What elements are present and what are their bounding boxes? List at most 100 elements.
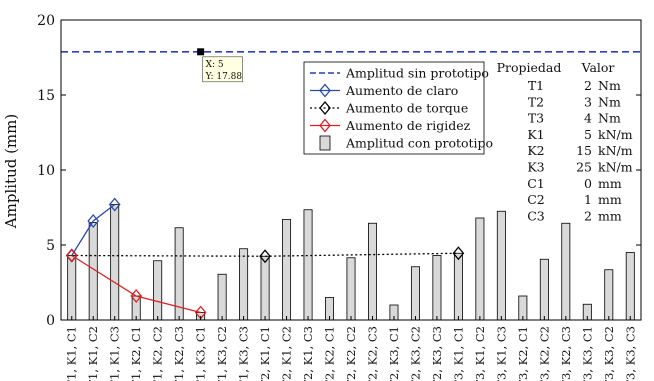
bar	[367, 222, 377, 321]
table-unit: mm	[598, 192, 622, 207]
bar	[260, 255, 270, 321]
table-property: C1	[527, 176, 545, 191]
x-tick-label: T1, K1, C3	[108, 326, 122, 381]
y-tick-label: 5	[46, 238, 55, 254]
table-property: T1	[528, 78, 544, 93]
x-tick-label: T3, K2, C3	[559, 326, 573, 381]
legend-swatch	[319, 135, 331, 151]
table-unit: mm	[598, 176, 622, 191]
table-unit: kN/m	[598, 143, 633, 158]
x-tick-label: T1, K3, C2	[215, 326, 229, 381]
x-tick-label: T3, K2, C2	[537, 326, 551, 381]
y-tick-label: 15	[37, 88, 55, 104]
bar	[282, 219, 292, 321]
x-tick-label: T3, K3, C2	[602, 326, 616, 381]
x-tick-label: T2, K1, C3	[301, 326, 315, 381]
legend-label: Aumento de torque	[345, 101, 468, 116]
x-tick-label: T1, K1, C2	[86, 326, 100, 381]
x-tick-label: T3, K3, C1	[580, 326, 594, 381]
table-header: Propiedad	[497, 60, 562, 75]
point-marker	[130, 288, 143, 304]
y-tick-label: 10	[37, 163, 55, 179]
point-marker	[108, 197, 121, 212]
x-tick-label: T3, K1, C2	[473, 326, 487, 381]
x-tick-label: T2, K2, C2	[344, 326, 358, 381]
y-tick-label: 0	[46, 313, 55, 329]
table-property: C2	[527, 192, 545, 207]
bar	[539, 258, 549, 321]
x-tick-label: T1, K2, C2	[151, 326, 165, 381]
bar	[67, 255, 77, 321]
x-tick-label: T1, K2, C3	[172, 326, 186, 381]
table-property: K2	[527, 143, 544, 158]
bar	[496, 210, 506, 321]
table-unit: mm	[598, 208, 622, 223]
bar	[346, 257, 356, 321]
point-marker	[259, 249, 271, 264]
table-value: 0	[584, 176, 592, 191]
point-marker	[452, 246, 465, 261]
datatip-y: Y: 17.88	[205, 72, 243, 82]
table-property: T3	[528, 111, 544, 126]
table-property: C3	[527, 208, 545, 223]
table-value: 3	[584, 94, 592, 109]
x-tick-label: T3, K1, C1	[451, 326, 465, 381]
legend-label: Amplitud sin prototipo	[345, 66, 489, 81]
bar	[604, 269, 614, 321]
series-line-0	[71, 203, 116, 256]
table-value: 15	[576, 143, 592, 158]
bar	[432, 255, 442, 321]
table-unit: Nm	[598, 111, 621, 126]
bar	[475, 217, 485, 321]
point-marker	[65, 248, 78, 263]
datatip: X: 5 Y: 17.88	[197, 48, 243, 83]
x-tick-label: T3, K2, C1	[516, 326, 530, 381]
legend-label: Amplitud con prototipo	[345, 136, 493, 151]
table-unit: kN/m	[598, 160, 633, 175]
y-tick-label: 20	[37, 13, 55, 29]
point-marker	[319, 83, 331, 98]
bar-group	[67, 204, 635, 321]
x-tick-label: T2, K3, C1	[387, 326, 401, 381]
table-unit: Nm	[598, 94, 621, 109]
bar	[110, 204, 120, 321]
x-tick-label: T3, K3, C3	[623, 326, 637, 381]
point-marker	[87, 213, 100, 229]
y-axis-label: Amplitud (mm)	[2, 114, 20, 229]
x-tick-label: T1, K2, C1	[129, 326, 143, 381]
legend: Amplitud sin prototipo Aumento de claro Au…	[303, 61, 493, 155]
x-tick-label: T2, K2, C1	[323, 326, 337, 381]
table-unit: kN/m	[598, 127, 633, 142]
point-marker	[319, 100, 331, 116]
x-tick-label: T1, K1, C1	[65, 326, 79, 381]
property-table: Propiedad Valor T1 2 Nm T2 3 Nm T3 4 Nm K1 5 kN/m K2 15…	[497, 60, 633, 223]
bar	[239, 248, 249, 321]
table-unit: Nm	[598, 78, 621, 93]
x-tick-label: T2, K1, C2	[280, 326, 294, 381]
table-property: K1	[527, 127, 544, 142]
table-value: 2	[584, 78, 592, 93]
point-marker	[197, 48, 205, 56]
table-property: T2	[528, 94, 544, 109]
bar	[303, 209, 313, 321]
x-tick-label: T2, K3, C2	[408, 326, 422, 381]
x-tick-label: T1, K3, C1	[194, 326, 208, 381]
bar	[410, 266, 420, 321]
datatip-box	[202, 56, 243, 83]
table-value: 5	[584, 127, 592, 142]
x-tick-label: T2, K1, C1	[258, 326, 272, 381]
table-value: 1	[584, 192, 592, 207]
bar	[453, 252, 463, 321]
series-line-1	[71, 252, 459, 257]
datatip-x: X: 5	[206, 60, 224, 70]
table-value: 25	[576, 160, 592, 175]
bar	[561, 222, 571, 321]
x-tick-label: T2, K3, C3	[430, 326, 444, 381]
table-header: Valor	[581, 60, 615, 75]
table-property: K3	[527, 160, 544, 175]
x-tick-label: T2, K2, C3	[365, 326, 379, 381]
x-tick-label: T3, K1, C3	[494, 326, 508, 381]
table-value: 2	[584, 208, 592, 223]
